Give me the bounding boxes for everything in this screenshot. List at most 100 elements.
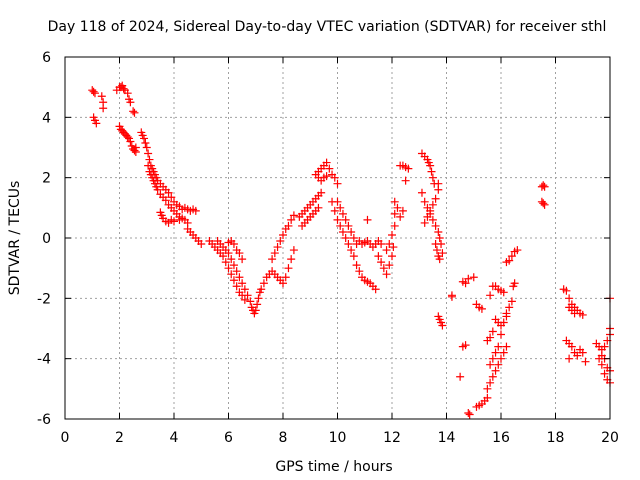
data-point <box>349 234 358 242</box>
data-point <box>344 221 353 230</box>
data-point <box>434 227 443 236</box>
data-point <box>396 212 405 221</box>
data-point <box>330 173 339 182</box>
data-point <box>273 243 282 252</box>
data-point <box>344 240 353 249</box>
x-tick-label: 4 <box>170 430 179 446</box>
data-point <box>401 176 410 185</box>
data-point <box>338 209 347 218</box>
data-point <box>317 188 326 197</box>
y-axis-label: SDTVAR / TECUs <box>7 181 23 296</box>
y-tick-label: 4 <box>42 110 51 126</box>
data-point <box>483 336 492 345</box>
data-point <box>197 240 206 249</box>
data-point <box>578 348 587 357</box>
data-point <box>428 200 437 209</box>
data-point <box>428 215 437 224</box>
data-point <box>497 354 505 363</box>
y-tick-label: 2 <box>42 171 51 187</box>
data-point <box>191 206 200 215</box>
data-point <box>507 252 516 261</box>
data-point <box>130 108 139 117</box>
data-point <box>92 119 101 128</box>
data-point <box>219 252 228 261</box>
y-tick-label: -6 <box>37 412 51 428</box>
data-point <box>281 273 290 282</box>
x-axis-label: GPS time / hours <box>275 459 392 475</box>
axis-ticks: 0 2 4 6 8 10 12 14 16 18 20 -6 -4 -2 0 2 4 6 <box>37 50 619 446</box>
data-point <box>153 185 162 194</box>
data-point <box>540 182 549 191</box>
data-point <box>333 197 342 206</box>
data-point <box>497 321 505 330</box>
data-point <box>438 249 447 258</box>
data-point <box>600 342 609 351</box>
data-point <box>423 212 432 221</box>
data-point <box>341 234 350 242</box>
data-point <box>573 351 582 360</box>
data-point <box>140 134 149 143</box>
data-point <box>461 341 470 350</box>
data-point <box>469 273 478 282</box>
data-point <box>491 348 500 357</box>
y-tick-label: 0 <box>42 231 51 247</box>
data-point <box>235 249 244 258</box>
data-point <box>377 258 386 267</box>
data-point <box>432 246 441 255</box>
data-point <box>238 255 247 264</box>
data-point <box>232 282 241 291</box>
data-point <box>349 252 358 261</box>
data-point <box>322 158 331 167</box>
data-point <box>488 327 497 336</box>
data-point <box>502 342 511 351</box>
data-point <box>314 203 323 212</box>
data-point <box>382 270 391 279</box>
data-point <box>464 274 473 283</box>
data-point <box>491 366 500 375</box>
data-point <box>279 279 287 288</box>
data-point <box>161 196 170 205</box>
data-point <box>144 161 153 170</box>
data-point <box>494 342 503 351</box>
data-point <box>565 354 574 363</box>
data-point <box>352 261 361 270</box>
data-point <box>90 89 99 98</box>
data-point <box>426 161 435 170</box>
data-point <box>431 194 440 203</box>
data-point <box>562 286 571 295</box>
data-point <box>371 285 380 294</box>
data-point <box>257 285 266 294</box>
data-point <box>144 149 153 158</box>
data-point <box>164 188 173 197</box>
data-point <box>229 276 238 285</box>
data-point <box>377 240 386 249</box>
data-point <box>389 243 398 252</box>
data-point <box>461 279 470 288</box>
data-point <box>232 267 241 276</box>
data-point <box>565 294 574 303</box>
data-point <box>435 255 444 264</box>
data-point <box>597 360 606 369</box>
data-point <box>570 309 579 318</box>
data-point <box>131 143 140 152</box>
data-point <box>336 203 345 212</box>
data-point <box>456 372 465 381</box>
data-point <box>227 270 236 279</box>
x-tick-label: 18 <box>547 430 565 446</box>
data-point <box>539 199 548 208</box>
data-point <box>486 360 495 369</box>
y-tick-label: 6 <box>42 50 51 66</box>
data-point <box>578 310 587 319</box>
data-point <box>126 98 135 107</box>
data-point <box>385 261 394 270</box>
data-point <box>243 291 252 300</box>
data-point <box>390 197 399 206</box>
x-tick-label: 10 <box>329 430 347 446</box>
data-point <box>338 227 347 236</box>
data-point <box>374 252 383 261</box>
data-point <box>123 89 132 98</box>
data-point <box>390 221 399 230</box>
data-point <box>287 255 296 264</box>
